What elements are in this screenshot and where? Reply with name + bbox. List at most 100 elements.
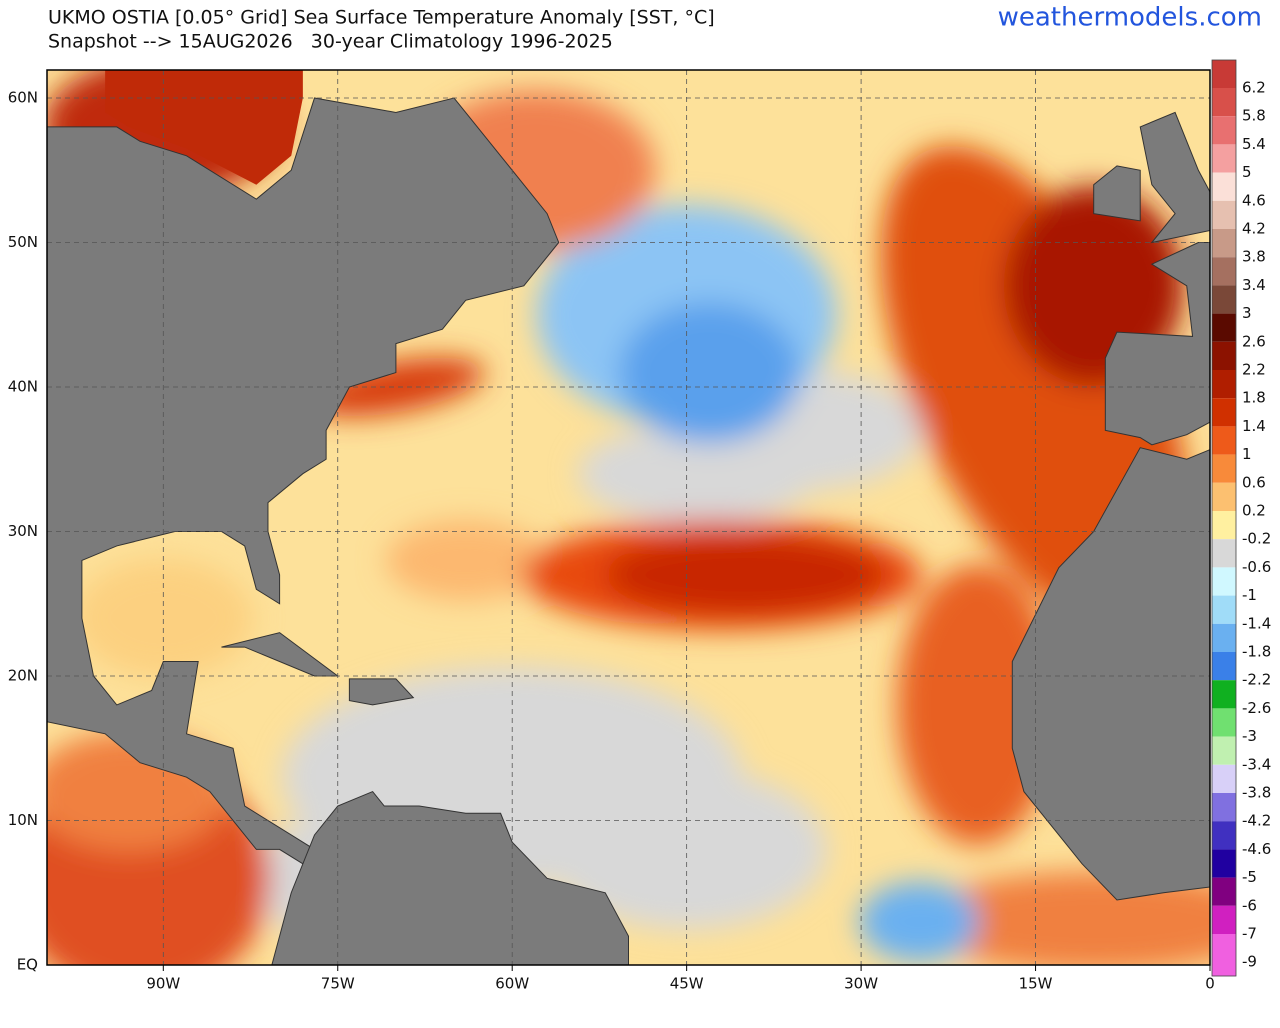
anomaly-blob	[385, 520, 546, 601]
colorbar-swatch	[1212, 454, 1236, 483]
colorbar-label: -4.2	[1242, 812, 1271, 830]
lat-label: 20N	[8, 667, 38, 685]
colorbar-label: 3.4	[1242, 276, 1266, 294]
colorbar-swatch	[1212, 200, 1236, 229]
lat-label: 10N	[8, 811, 38, 829]
anomaly-blob	[546, 769, 827, 930]
lon-label: 60W	[495, 975, 529, 993]
colorbar-swatch	[1212, 144, 1236, 173]
colorbar-swatch	[1212, 539, 1236, 568]
colorbar-swatch	[1212, 482, 1236, 511]
anomaly-blob	[619, 302, 800, 443]
colorbar-swatch	[1212, 426, 1236, 455]
colorbar-swatch	[1212, 60, 1236, 88]
title: UKMO OSTIA [0.05° Grid] Sea Surface Temp…	[48, 7, 715, 29]
anomaly-blob	[604, 534, 885, 615]
colorbar-swatch	[1212, 88, 1236, 117]
colorbar-swatch	[1212, 398, 1236, 427]
colorbar-label: 1	[1242, 445, 1252, 463]
colorbar-swatch	[1212, 313, 1236, 342]
colorbar-label: -3.4	[1242, 755, 1271, 773]
colorbar-label: -1	[1242, 586, 1257, 604]
lon-label: 15W	[1019, 975, 1053, 993]
colorbar-swatch	[1212, 652, 1236, 681]
colorbar-label: 3	[1242, 304, 1252, 322]
colorbar-label: 3.8	[1242, 248, 1266, 266]
colorbar-label: -1.8	[1242, 643, 1271, 661]
lon-label: 75W	[321, 975, 355, 993]
colorbar-swatch	[1212, 849, 1236, 878]
colorbar-frame	[1211, 59, 1237, 977]
map-frame	[46, 69, 1211, 966]
colorbar-label: -4.6	[1242, 840, 1271, 858]
colorbar-swatch	[1212, 623, 1236, 652]
colorbar-label: 1.8	[1242, 389, 1266, 407]
map-area	[47, 70, 1210, 965]
land	[47, 70, 1210, 965]
colorbar-label: 2.2	[1242, 361, 1266, 379]
colorbar-label: -5	[1242, 868, 1257, 886]
colorbar-label: -2.6	[1242, 699, 1271, 717]
colorbar-label: 0.6	[1242, 473, 1266, 491]
colorbar-label: 2.6	[1242, 332, 1266, 350]
colorbar-label: -3.8	[1242, 784, 1271, 802]
colorbar-label: 4.2	[1242, 220, 1266, 238]
colorbar-label: -2.2	[1242, 671, 1271, 689]
lon-label: 90W	[146, 975, 180, 993]
lon-label: 45W	[670, 975, 704, 993]
colorbar-swatch	[1212, 285, 1236, 314]
colorbar-label: -6	[1242, 896, 1257, 914]
colorbar-swatch	[1212, 595, 1236, 624]
colorbar-label: 6.2	[1242, 79, 1266, 97]
colorbar-label: 5	[1242, 163, 1252, 181]
colorbar-swatch	[1212, 934, 1236, 977]
colorbar-label: -3	[1242, 727, 1257, 745]
colorbar-swatch	[1212, 567, 1236, 596]
colorbar-swatch	[1212, 680, 1236, 709]
lat-label: 40N	[8, 378, 38, 396]
africa	[1011, 447, 1210, 901]
colorbar-label: -0.6	[1242, 558, 1271, 576]
ireland	[1093, 165, 1141, 222]
colorbar-label: -7	[1242, 925, 1257, 943]
anomaly-blob	[73, 558, 254, 679]
colorbar: 6.2 5.8 5.4 5 4.6 4.2 3.8 3.4 3 2.6 2.2 1.8 1.4 1 0.6 0…	[1211, 59, 1271, 977]
colorbar-swatch	[1212, 736, 1236, 765]
colorbar-swatch	[1212, 511, 1236, 540]
europe	[1104, 242, 1210, 446]
axes: 60N 50N 40N 30N 20N 10N EQ 90W 75W 60W 45W 30W 15W 0	[8, 89, 1215, 993]
colorbar-label: 5.8	[1242, 107, 1266, 125]
colorbar-swatch	[1212, 341, 1236, 370]
site-name: weathermodels.com	[998, 3, 1262, 33]
colorbar-swatch	[1212, 172, 1236, 201]
colorbar-label: 1.4	[1242, 417, 1266, 435]
lon-label: 30W	[844, 975, 878, 993]
lon-label: 0	[1205, 975, 1215, 993]
lat-label: 60N	[8, 89, 38, 107]
graticule	[47, 70, 1210, 965]
colorbar-label: 0.2	[1242, 502, 1266, 520]
colorbar-label: -9	[1242, 953, 1257, 971]
colorbar-swatch	[1212, 877, 1236, 906]
hispaniola	[348, 678, 415, 706]
colorbar-swatch	[1212, 821, 1236, 850]
colorbar-swatch	[1212, 257, 1236, 286]
colorbar-swatch	[1212, 905, 1236, 934]
colorbar-swatch	[1212, 116, 1236, 145]
colorbar-swatch	[1212, 764, 1236, 793]
colorbar-swatch	[1212, 370, 1236, 399]
lat-label: 30N	[8, 522, 38, 540]
colorbar-swatch	[1212, 793, 1236, 822]
lat-label: 50N	[8, 233, 38, 251]
anomaly-blob	[897, 564, 1058, 845]
south-america	[271, 790, 629, 965]
colorbar-label: 4.6	[1242, 191, 1266, 209]
colorbar-swatch	[1212, 708, 1236, 737]
great-britain	[1139, 111, 1210, 244]
colorbar-label: -0.2	[1242, 530, 1271, 548]
anomaly-blob	[859, 881, 980, 962]
colorbar-label: -1.4	[1242, 614, 1271, 632]
colorbar-swatch	[1212, 229, 1236, 258]
lat-label: EQ	[17, 956, 38, 974]
